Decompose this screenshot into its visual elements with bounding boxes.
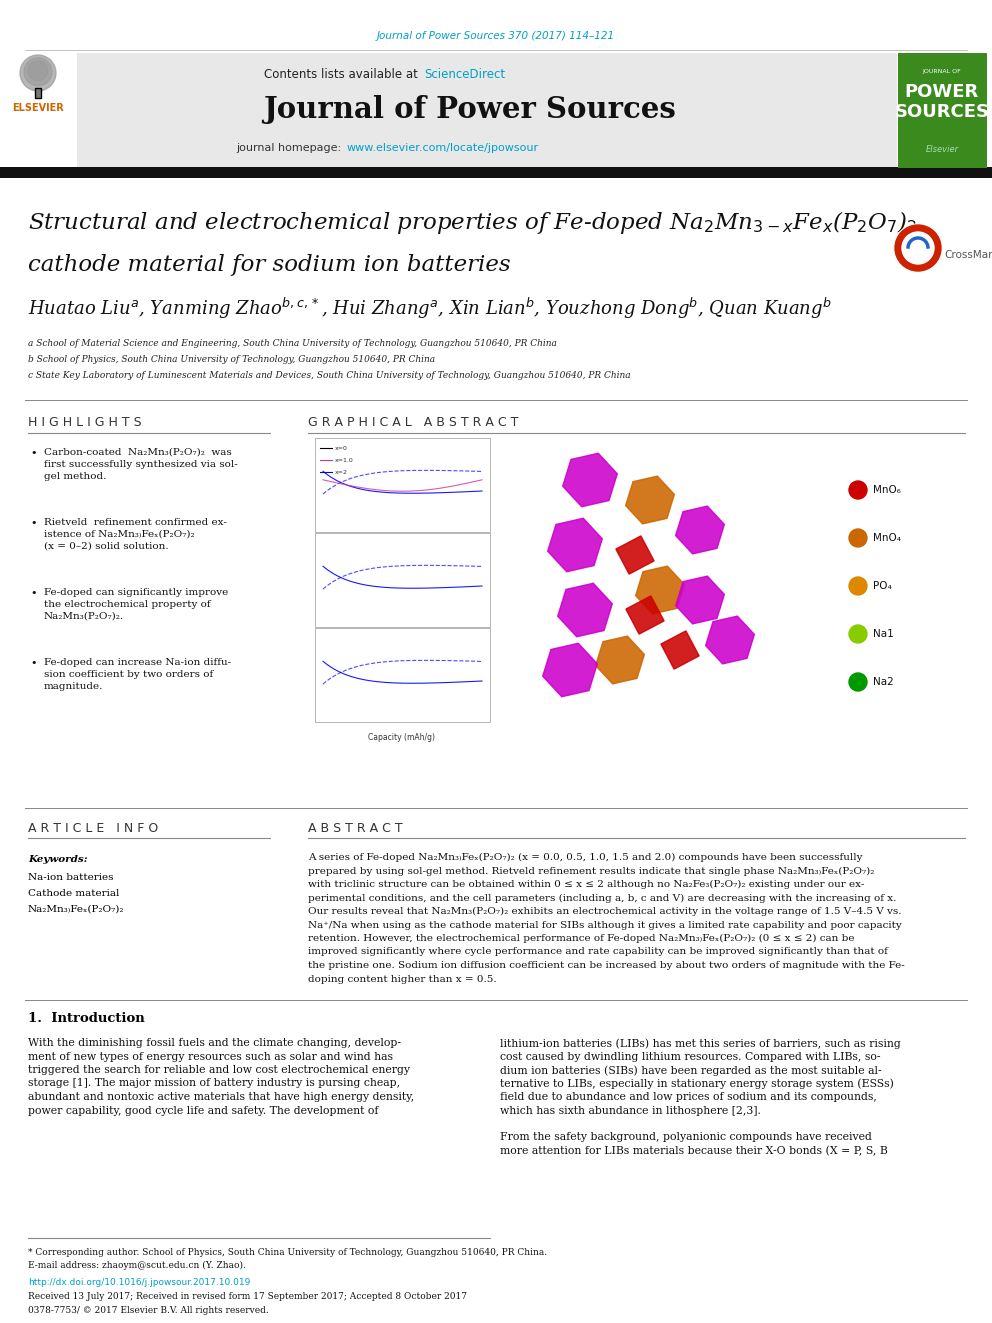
Text: a School of Material Science and Engineering, South China University of Technolo: a School of Material Science and Enginee… [28,340,557,348]
Text: From the safety background, polyanionic compounds have received: From the safety background, polyanionic … [500,1132,872,1143]
Text: MnO₄: MnO₄ [873,533,901,542]
Text: A series of Fe-doped Na₂Mn₃₎Feₓ(P₂O₇)₂ (x = 0.0, 0.5, 1.0, 1.5 and 2.0) compound: A series of Fe-doped Na₂Mn₃₎Feₓ(P₂O₇)₂ (… [308,853,862,863]
Text: field due to abundance and low prices of sodium and its compounds,: field due to abundance and low prices of… [500,1091,877,1102]
Text: power capability, good cycle life and safety. The development of: power capability, good cycle life and sa… [28,1106,379,1115]
FancyBboxPatch shape [315,533,490,627]
Text: Na⁺/Na when using as the cathode material for SIBs although it gives a limited r: Na⁺/Na when using as the cathode materia… [308,921,902,930]
Circle shape [24,58,52,86]
Circle shape [849,529,867,546]
Text: which has sixth abundance in lithosphere [2,3].: which has sixth abundance in lithosphere… [500,1106,761,1115]
Text: JOURNAL OF: JOURNAL OF [923,70,961,74]
Text: Na-ion batteries: Na-ion batteries [28,873,113,882]
Text: Na₂Mn₃₎Feₓ(P₂O₇)₂: Na₂Mn₃₎Feₓ(P₂O₇)₂ [28,905,125,914]
Text: SOURCES: SOURCES [895,103,989,120]
Circle shape [849,624,867,643]
Text: Received 13 July 2017; Received in revised form 17 September 2017; Accepted 8 Oc: Received 13 July 2017; Received in revis… [28,1293,467,1301]
Circle shape [894,224,942,273]
Text: improved significantly where cycle performance and rate capability can be improv: improved significantly where cycle perfo… [308,947,888,957]
Text: prepared by using sol-gel method. Rietveld refinement results indicate that sing: prepared by using sol-gel method. Rietve… [308,867,874,876]
Text: Huatao Liu$^{a}$, Yanming Zhao$^{b,c,*}$, Hui Zhang$^{a}$, Xin Lian$^{b}$, Youzh: Huatao Liu$^{a}$, Yanming Zhao$^{b,c,*}$… [28,295,831,320]
Text: Capacity (mAh/g): Capacity (mAh/g) [368,733,435,742]
Text: ELSEVIER: ELSEVIER [12,103,63,112]
Text: CrossMark: CrossMark [944,250,992,261]
Text: Elsevier: Elsevier [926,146,958,155]
Text: ment of new types of energy resources such as solar and wind has: ment of new types of energy resources su… [28,1052,393,1061]
Circle shape [902,232,934,265]
FancyBboxPatch shape [315,438,490,532]
Text: •: • [30,658,37,668]
Text: Fe-doped can significantly improve
the electrochemical property of
Na₂Mn₃(P₂O₇)₂: Fe-doped can significantly improve the e… [44,587,228,620]
Text: Journal of Power Sources 370 (2017) 114–121: Journal of Power Sources 370 (2017) 114–… [377,30,615,41]
Text: Contents lists available at: Contents lists available at [265,69,422,82]
Circle shape [849,577,867,595]
Text: http://dx.doi.org/10.1016/j.jpowsour.2017.10.019: http://dx.doi.org/10.1016/j.jpowsour.201… [28,1278,250,1287]
Text: perimental conditions, and the cell parameters (including a, b, c and V) are dec: perimental conditions, and the cell para… [308,893,897,902]
Text: with triclinic structure can be obtained within 0 ≤ x ≤ 2 although no Na₂Fe₃(P₂O: with triclinic structure can be obtained… [308,880,864,889]
Circle shape [849,482,867,499]
Text: H I G H L I G H T S: H I G H L I G H T S [28,415,142,429]
Text: Cathode material: Cathode material [28,889,119,898]
Text: the pristine one. Sodium ion diffusion coefficient can be increased by about two: the pristine one. Sodium ion diffusion c… [308,960,905,970]
Text: doping content higher than x = 0.5.: doping content higher than x = 0.5. [308,975,497,983]
Text: With the diminishing fossil fuels and the climate changing, develop-: With the diminishing fossil fuels and th… [28,1039,401,1048]
Text: dium ion batteries (SIBs) have been regarded as the most suitable al-: dium ion batteries (SIBs) have been rega… [500,1065,882,1076]
Text: ternative to LIBs, especially in stationary energy storage system (ESSs): ternative to LIBs, especially in station… [500,1078,894,1089]
Text: c State Key Laboratory of Luminescent Materials and Devices, South China Univers: c State Key Laboratory of Luminescent Ma… [28,372,631,381]
Text: •: • [30,519,37,528]
Text: MnO₆: MnO₆ [873,486,901,495]
Text: x=0: x=0 [335,446,348,451]
Text: * Corresponding author. School of Physics, South China University of Technology,: * Corresponding author. School of Physic… [28,1248,548,1257]
Text: Carbon-coated  Na₂Mn₃(P₂O₇)₂  was
first successfully synthesized via sol-
gel me: Carbon-coated Na₂Mn₃(P₂O₇)₂ was first su… [44,448,238,480]
Text: lithium-ion batteries (LIBs) has met this series of barriers, such as rising: lithium-ion batteries (LIBs) has met thi… [500,1039,901,1049]
Text: abundant and nontoxic active materials that have high energy density,: abundant and nontoxic active materials t… [28,1091,415,1102]
FancyBboxPatch shape [898,53,987,168]
Text: Structural and electrochemical properties of Fe-doped Na$_{2}$Mn$_{3-x}$Fe$_{x}$: Structural and electrochemical propertie… [28,209,918,237]
Text: x=1.0: x=1.0 [335,458,354,463]
FancyBboxPatch shape [35,89,41,98]
Text: x=2: x=2 [335,470,348,475]
Text: cathode material for sodium ion batteries: cathode material for sodium ion batterie… [28,254,511,277]
Text: cost caused by dwindling lithium resources. Compared with LIBs, so-: cost caused by dwindling lithium resourc… [500,1052,881,1061]
FancyBboxPatch shape [315,628,490,722]
Circle shape [28,61,48,81]
Text: more attention for LIBs materials because their X-O bonds (X = P, S, B: more attention for LIBs materials becaus… [500,1146,888,1156]
Text: b School of Physics, South China University of Technology, Guangzhou 510640, PR : b School of Physics, South China Univers… [28,356,435,365]
Text: Journal of Power Sources: Journal of Power Sources [264,95,677,124]
Circle shape [849,673,867,691]
Text: 1.  Introduction: 1. Introduction [28,1012,145,1024]
Text: G R A P H I C A L   A B S T R A C T: G R A P H I C A L A B S T R A C T [308,415,519,429]
Text: Fe-doped can increase Na-ion diffu-
sion coefficient by two orders of
magnitude.: Fe-doped can increase Na-ion diffu- sion… [44,658,231,691]
Text: •: • [30,448,37,458]
Text: ScienceDirect: ScienceDirect [424,69,505,82]
Text: www.elsevier.com/locate/jpowsour: www.elsevier.com/locate/jpowsour [347,143,539,153]
FancyBboxPatch shape [0,167,992,179]
Text: retention. However, the electrochemical performance of Fe-doped Na₂Mn₃₎Feₓ(P₂O₇): retention. However, the electrochemical … [308,934,854,943]
Text: storage [1]. The major mission of battery industry is pursing cheap,: storage [1]. The major mission of batter… [28,1078,400,1089]
Text: triggered the search for reliable and low cost electrochemical energy: triggered the search for reliable and lo… [28,1065,410,1076]
Text: Na2: Na2 [873,677,894,687]
Text: POWER: POWER [905,83,979,101]
Text: •: • [30,587,37,598]
Text: A R T I C L E   I N F O: A R T I C L E I N F O [28,822,159,835]
Text: journal homepage:: journal homepage: [236,143,345,153]
Text: 0378-7753/ © 2017 Elsevier B.V. All rights reserved.: 0378-7753/ © 2017 Elsevier B.V. All righ… [28,1306,269,1315]
Text: Rietveld  refinement confirmed ex-
istence of Na₂Mn₃₎Feₓ(P₂O₇)₂
(x = 0–2) solid : Rietveld refinement confirmed ex- istenc… [44,519,227,550]
Text: Na1: Na1 [873,628,894,639]
Circle shape [20,56,56,91]
FancyBboxPatch shape [77,53,897,168]
Text: Keywords:: Keywords: [28,855,87,864]
Text: PO₄: PO₄ [873,581,892,591]
Circle shape [895,225,941,271]
Text: A B S T R A C T: A B S T R A C T [308,822,403,835]
Text: Our results reveal that Na₂Mn₃(P₂O₇)₂ exhibits an electrochemical activity in th: Our results reveal that Na₂Mn₃(P₂O₇)₂ ex… [308,908,902,916]
Text: E-mail address: zhaoym@scut.edu.cn (Y. Zhao).: E-mail address: zhaoym@scut.edu.cn (Y. Z… [28,1261,246,1270]
